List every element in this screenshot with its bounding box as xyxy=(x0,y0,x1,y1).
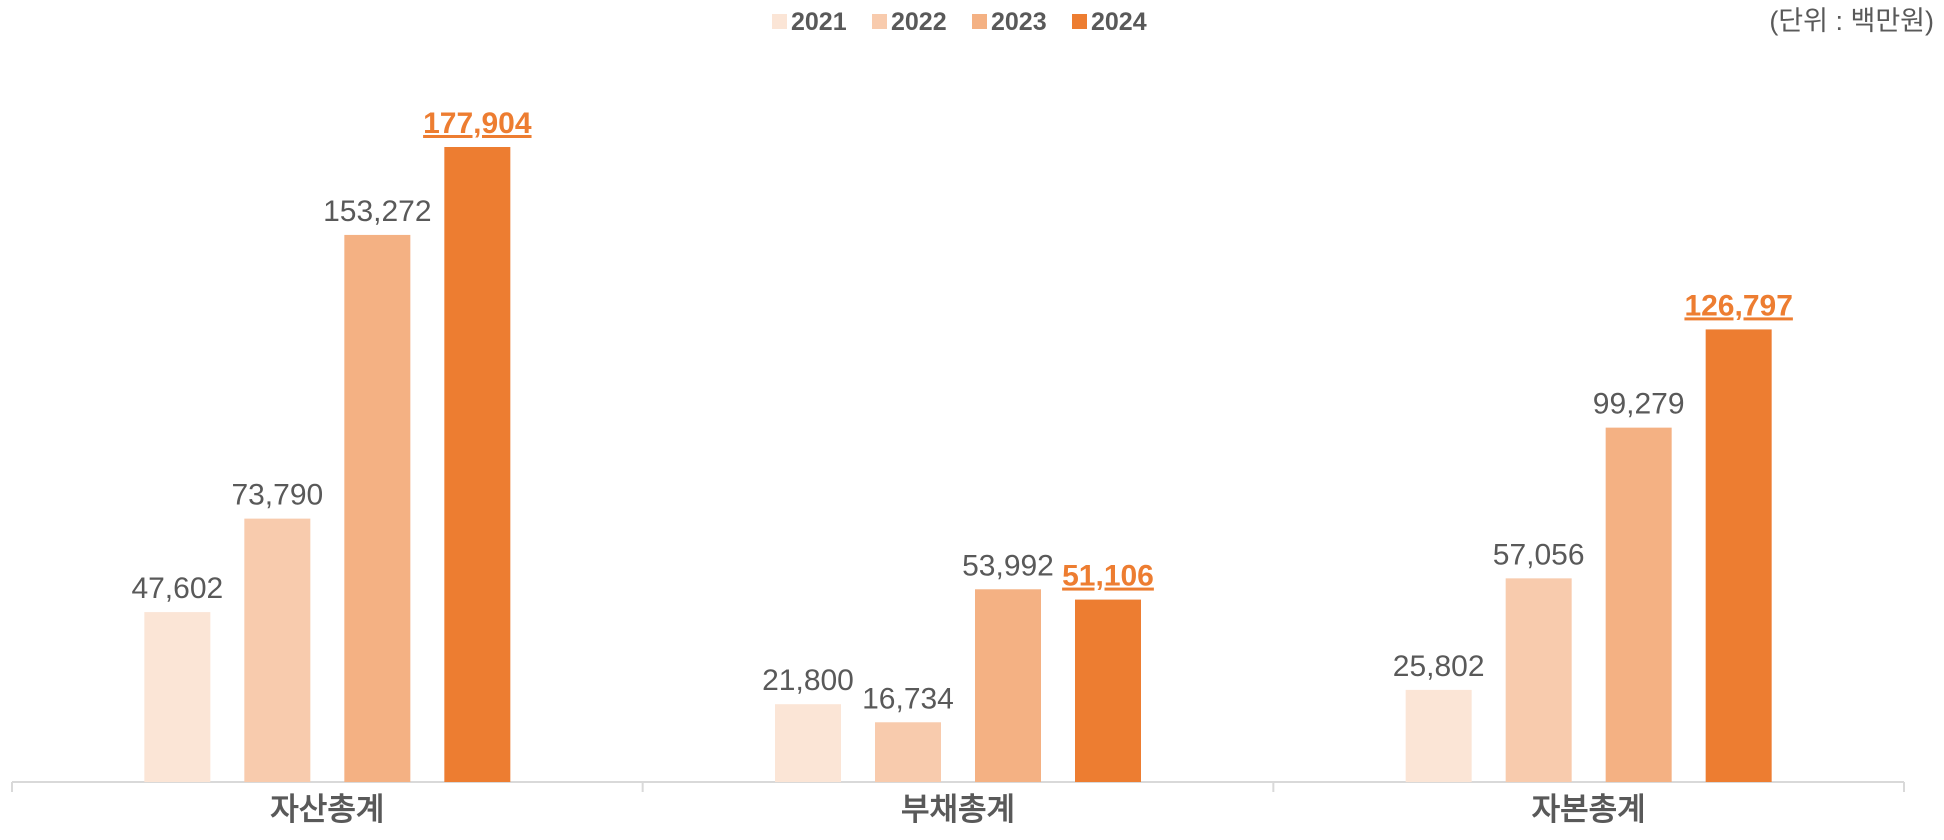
value-label: 47,602 xyxy=(131,572,223,605)
x-tick-label: 부채총계 xyxy=(901,792,1015,827)
legend-label: 2023 xyxy=(991,8,1047,36)
bar xyxy=(875,722,941,782)
bar xyxy=(344,234,411,783)
unit-note: (단위 : 백만원) xyxy=(1769,6,1934,36)
bar xyxy=(1075,599,1141,782)
legend-label: 2022 xyxy=(891,8,947,36)
value-label: 25,802 xyxy=(1393,650,1485,683)
bar xyxy=(1405,689,1472,782)
value-label: 177,904 xyxy=(423,107,532,140)
legend-swatch xyxy=(772,14,787,29)
value-label: 53,992 xyxy=(962,549,1054,582)
legend-swatch xyxy=(1072,14,1087,29)
bar xyxy=(144,612,211,782)
bar xyxy=(444,147,511,782)
value-label: 51,106 xyxy=(1062,560,1154,593)
legend-label: 2024 xyxy=(1091,8,1147,36)
bar xyxy=(975,589,1041,782)
value-label: 99,279 xyxy=(1593,388,1685,421)
bar xyxy=(775,704,841,782)
legend-swatch xyxy=(972,14,987,29)
value-label: 73,790 xyxy=(231,479,323,512)
value-label: 126,797 xyxy=(1684,289,1792,322)
x-tick-label: 자산총계 xyxy=(270,792,384,827)
bar xyxy=(1505,578,1572,782)
legend-swatch xyxy=(872,14,887,29)
value-label: 16,734 xyxy=(862,682,954,715)
value-label: 57,056 xyxy=(1493,538,1585,571)
value-label: 21,800 xyxy=(762,664,854,697)
x-tick-label: 자본총계 xyxy=(1532,792,1646,827)
legend-label: 2021 xyxy=(791,8,847,36)
bar xyxy=(1705,329,1772,782)
bar xyxy=(244,518,311,782)
value-label: 153,272 xyxy=(323,195,431,228)
bar xyxy=(1605,427,1672,782)
